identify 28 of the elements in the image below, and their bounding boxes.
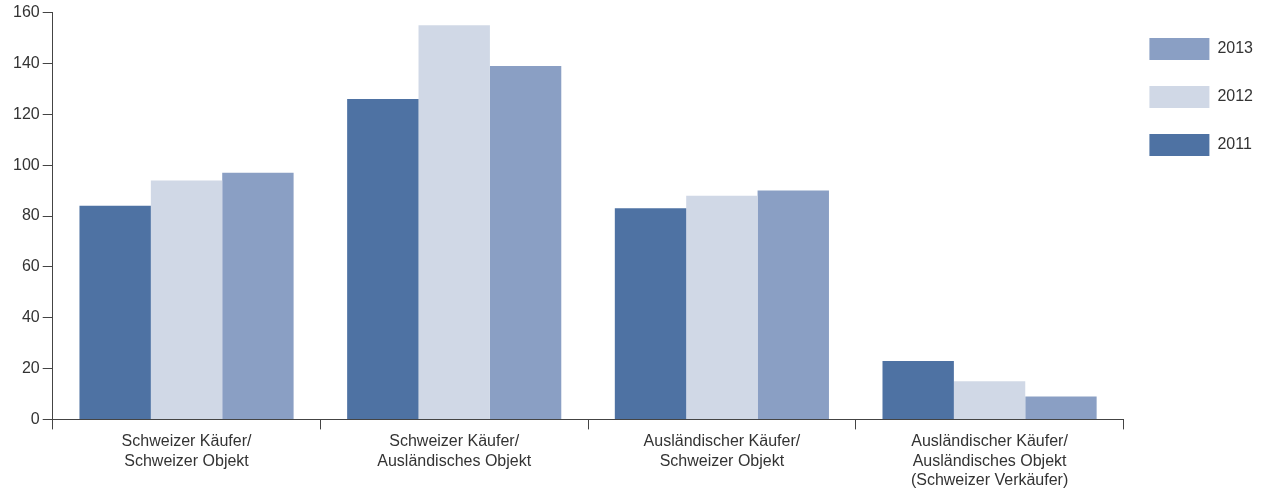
legend-label: 2013 bbox=[1217, 39, 1254, 57]
bar bbox=[347, 99, 419, 419]
bar bbox=[953, 381, 1026, 419]
bar bbox=[757, 190, 829, 419]
x-tick-label: Schweizer Käufer/ Schweizer Objekt bbox=[121, 432, 252, 469]
x-tick-label: Schweizer Käufer/ Ausländisches Objekt bbox=[377, 432, 532, 469]
bar bbox=[79, 205, 151, 419]
bar bbox=[882, 360, 954, 419]
y-tick-label: 0 bbox=[30, 409, 40, 427]
legend-label: 2012 bbox=[1217, 87, 1254, 105]
y-tick-label: 160 bbox=[12, 3, 40, 21]
bar bbox=[418, 25, 490, 419]
bar bbox=[222, 172, 294, 419]
y-tick-label: 20 bbox=[21, 358, 40, 376]
bar bbox=[489, 65, 562, 419]
y-tick-label: 120 bbox=[12, 104, 40, 122]
bar bbox=[150, 180, 223, 419]
x-tick-label: Ausländischer Käufer/ Schweizer Objekt bbox=[643, 432, 801, 469]
bar bbox=[686, 195, 758, 419]
y-tick-label: 100 bbox=[12, 155, 40, 173]
bar bbox=[614, 208, 687, 419]
y-tick-label: 80 bbox=[21, 206, 40, 224]
legend-label: 2011 bbox=[1217, 135, 1252, 153]
x-tick-label: Ausländischer Käufer/ Ausländisches Objekt (Schweizer Verkäufer) bbox=[910, 432, 1069, 488]
y-tick-label: 60 bbox=[21, 257, 40, 275]
bar bbox=[1025, 396, 1097, 419]
y-tick-label: 140 bbox=[12, 53, 40, 71]
y-tick-label: 40 bbox=[21, 308, 40, 326]
